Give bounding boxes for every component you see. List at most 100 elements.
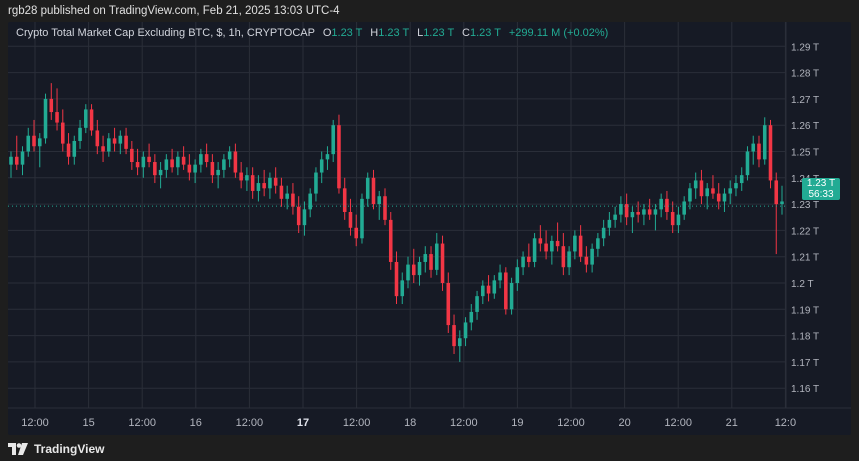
open-value: 1.23 T: [331, 27, 363, 39]
candle-body: [319, 159, 324, 173]
candle-body: [337, 125, 341, 189]
y-tick-label: 1.25 T: [791, 148, 819, 159]
y-tick-label: 1.18 T: [791, 332, 819, 343]
y-tick-label: 1.29 T: [791, 42, 819, 53]
candle-body: [555, 240, 560, 247]
candle-body: [780, 201, 784, 205]
candle-body: [630, 211, 635, 218]
candle-body: [590, 248, 594, 265]
candle-body: [452, 325, 456, 347]
last-price-value: 1.23 T: [806, 178, 836, 189]
close-value: 1.23 T: [470, 27, 501, 39]
candle-body: [164, 159, 169, 170]
candle-body: [699, 180, 704, 197]
candle-body: [210, 162, 215, 176]
candle-body: [665, 198, 669, 212]
candle-body: [567, 251, 571, 268]
candle-body: [262, 183, 266, 189]
candle-body: [647, 209, 652, 215]
candle-body: [193, 164, 197, 173]
candle-body: [256, 183, 261, 191]
x-tick-label: 12:00: [21, 417, 49, 429]
candle-body: [268, 177, 272, 189]
x-tick-label: 12:0: [775, 417, 796, 429]
y-tick-label: 1.21 T: [791, 253, 819, 264]
candle-body: [187, 164, 192, 173]
y-tick-label: 1.23 T: [791, 200, 819, 211]
candle-body: [521, 256, 525, 268]
x-tick-label: 12:00: [664, 417, 692, 429]
candle-body: [273, 177, 278, 186]
candle-body: [515, 267, 520, 283]
candle-body: [607, 219, 612, 228]
bar-countdown: 56:33: [808, 189, 834, 200]
candle-body: [72, 140, 77, 157]
candle-body: [176, 156, 180, 168]
candle-body: [302, 209, 307, 226]
candle-body: [394, 261, 399, 297]
last-price-tag: 1.23 T 56:33: [802, 178, 840, 200]
candle-body: [291, 193, 295, 207]
x-tick-label: 19: [511, 417, 523, 429]
candle-body: [538, 238, 543, 244]
candle-body: [762, 125, 767, 160]
candle-body: [636, 211, 640, 215]
candle-body: [388, 219, 393, 262]
candle-body: [14, 156, 19, 165]
candle-body: [26, 135, 31, 152]
candle-body: [751, 143, 756, 152]
candle-body: [584, 256, 589, 265]
candle-body: [66, 143, 71, 157]
candle-body: [325, 154, 330, 160]
chart-legend: Crypto Total Market Cap Excluding BTC, $…: [16, 27, 608, 39]
candle-body: [107, 138, 111, 152]
candle-body: [342, 188, 347, 212]
candle-body: [135, 162, 140, 168]
low-value: 1.23 T: [423, 27, 454, 39]
high-label: H: [370, 27, 379, 39]
open-label: O: [322, 27, 332, 39]
candle-body: [60, 122, 65, 144]
candle-body: [130, 148, 134, 163]
published-text: rgb28 published on TradingView.com, Feb …: [8, 5, 340, 17]
candle-body: [308, 193, 312, 210]
candle-body: [676, 214, 681, 226]
candle-body: [682, 201, 686, 215]
candle-body: [509, 283, 514, 310]
tradingview-logo-icon: [8, 443, 28, 455]
candle-body: [739, 175, 744, 184]
low-label: L: [417, 27, 424, 39]
candle-body: [561, 246, 566, 268]
candle-body: [55, 112, 59, 123]
candle-body: [32, 135, 36, 147]
x-tick-label: 15: [82, 417, 94, 429]
candle-body: [532, 238, 537, 262]
candle-body: [383, 196, 387, 220]
candle-body: [199, 154, 203, 165]
candle-body: [440, 243, 445, 283]
candle-body: [377, 196, 382, 205]
candle-body: [722, 193, 727, 202]
candle-body: [705, 188, 709, 197]
candle-body: [181, 156, 186, 165]
candle-body: [458, 338, 462, 347]
candle-body: [774, 180, 779, 205]
candle-body: [365, 177, 370, 199]
candle-body: [469, 311, 474, 323]
price-chart[interactable]: 1.29 T1.28 T1.27 T1.26 T1.25 T1.24 T1.23…: [8, 22, 851, 435]
candle-body: [20, 151, 25, 165]
candle-body: [118, 135, 123, 144]
candle-body: [112, 138, 117, 144]
candle-body: [734, 183, 738, 189]
candle-body: [233, 151, 238, 173]
candle-body: [222, 159, 226, 170]
candle-body: [728, 188, 733, 194]
candle-body: [124, 135, 128, 149]
tradingview-footer[interactable]: TradingView: [8, 440, 104, 458]
chart-panel[interactable]: 1.29 T1.28 T1.27 T1.26 T1.25 T1.24 T1.23…: [8, 22, 851, 435]
candle-body: [360, 198, 364, 239]
x-tick-label: 12:00: [557, 417, 585, 429]
candle-body: [596, 238, 600, 249]
candle-body: [757, 143, 761, 160]
candle-body: [601, 227, 606, 239]
